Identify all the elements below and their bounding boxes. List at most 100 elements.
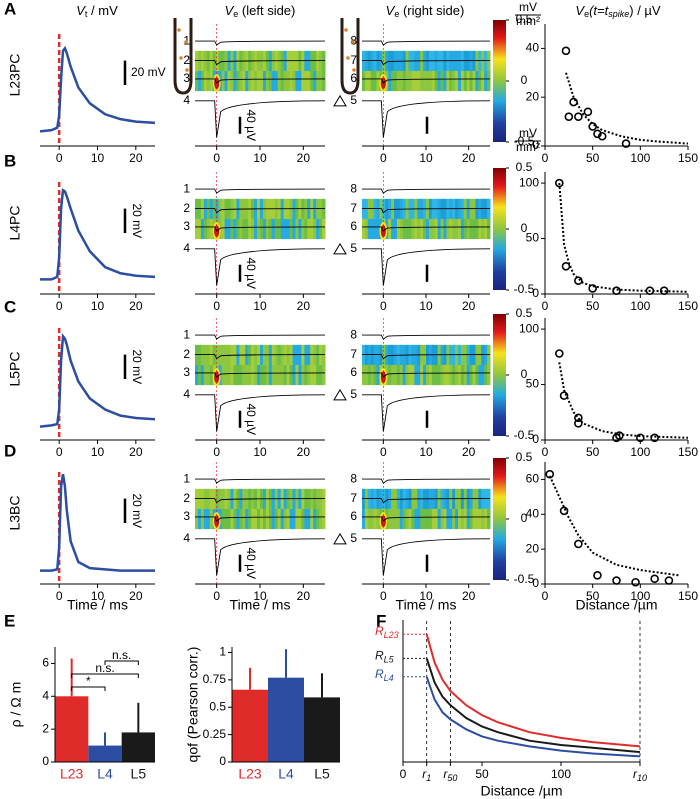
x-tick-label: 20: [129, 445, 143, 459]
significance-label: *: [86, 674, 91, 688]
heatmap-cell: [455, 70, 459, 92]
significance-bracket: [104, 660, 139, 665]
heatmap-cell: [399, 218, 404, 240]
ve-trace: [195, 60, 326, 66]
heatmap-cell: [224, 344, 228, 365]
heatmap-cell: [203, 218, 208, 240]
heatmap-cell: [437, 364, 442, 386]
reference-triangle: [333, 532, 347, 545]
channel-label: 3: [183, 509, 190, 523]
heatmap-cell: [298, 70, 302, 92]
heatmap-cell: [449, 364, 453, 386]
x-tick-label: 20: [129, 589, 143, 603]
heatmap-cell: [469, 508, 474, 530]
heatmap-cell: [277, 508, 282, 530]
heatmap-cell: [420, 508, 424, 530]
fit-line: [565, 72, 689, 145]
colorbar: [493, 458, 506, 580]
x-axis-title: Time / ms: [396, 597, 457, 613]
heatmap-cell: [319, 508, 323, 530]
heatmap-cell: [399, 364, 404, 386]
heatmap-cell: [402, 218, 407, 240]
heatmap-cell: [319, 218, 323, 240]
y-tick-label: 0.75: [203, 672, 227, 686]
x-tick-label-sub: 10: [637, 773, 647, 783]
heatmap-cell: [420, 70, 424, 92]
colorbar-label: 0: [521, 73, 528, 87]
heatmap-cell: [373, 70, 378, 92]
series-line: [39, 45, 156, 133]
heatmap-cell: [460, 364, 465, 386]
heatmap-cell: [242, 508, 246, 530]
heatmap-cell: [396, 218, 401, 240]
heatmap-cell: [376, 364, 380, 386]
heatmap-cell: [262, 218, 267, 240]
data-point: [612, 286, 621, 295]
heatmap-cell: [449, 508, 453, 530]
heatmap-cell: [242, 364, 246, 386]
heatmap-cell: [478, 218, 482, 240]
ve-trace: [195, 478, 326, 484]
heatmap-cell: [209, 508, 214, 530]
neuron-dot: [184, 40, 188, 44]
heatmap-cell: [245, 508, 249, 530]
heatmap-cell: [215, 198, 220, 219]
ve-trace: [362, 78, 491, 84]
channel-label: 6: [350, 365, 357, 379]
heatmap-cell: [248, 218, 252, 240]
series-label: RL5: [375, 649, 395, 665]
colorbar-unit: mm²: [516, 14, 540, 28]
heatmap-cell: [437, 218, 442, 240]
heatmap-cell: [209, 70, 214, 92]
heatmap-cell: [209, 218, 214, 240]
heatmap-cell: [376, 70, 380, 92]
x-tick-label: 0: [56, 589, 63, 603]
heatmap-cell: [304, 218, 308, 240]
heatmap-cell: [484, 364, 488, 386]
heatmap-cell: [236, 70, 240, 92]
heatmap-cell: [239, 218, 243, 240]
heatmap-cell: [224, 488, 228, 509]
heatmap-cell: [466, 364, 471, 386]
x-axis-title: Time / ms: [230, 597, 291, 613]
x-axis-title: Time / ms: [67, 597, 128, 613]
heatmap-cell: [200, 508, 205, 530]
heatmap-cell: [420, 364, 424, 386]
heatmap-cell: [245, 70, 249, 92]
heatmap-cell: [367, 218, 372, 240]
heatmap-cell: [463, 508, 468, 530]
heatmap-cell: [408, 70, 412, 92]
heatmap-cell: [248, 364, 252, 386]
heatmap-cell: [391, 344, 395, 365]
panel-label: D: [4, 441, 16, 460]
neuron-schematic: [173, 18, 193, 95]
colorbar-label: 0: [521, 367, 528, 381]
series-label-sub: L4: [384, 673, 394, 683]
heatmap-cell: [417, 218, 421, 240]
significance-bracket: [71, 673, 139, 678]
heatmap-cell: [443, 508, 447, 530]
heatmap-cell: [233, 70, 237, 92]
x-tick-label: 0: [542, 299, 549, 313]
heatmap-cell: [370, 218, 375, 240]
heatmap-cell: [417, 508, 421, 530]
y-axis-title: qof (Pearson corr.): [185, 647, 201, 763]
x-tick-label: 10: [91, 151, 105, 165]
heatmap-cell: [426, 364, 430, 386]
data-point: [569, 97, 578, 107]
heatmap-cell: [388, 218, 392, 240]
heatmap-cell: [370, 364, 375, 386]
heatmap-cell: [322, 218, 326, 240]
fit-line: [558, 183, 689, 293]
heatmap-cell: [373, 364, 378, 386]
heatmap-cell: [227, 508, 231, 530]
heatmap-cell: [209, 364, 214, 386]
ve-trace: [195, 516, 326, 522]
heatmap-cell: [254, 508, 258, 530]
y-tick-label: 1: [219, 645, 226, 659]
heatmap-cell: [446, 70, 450, 92]
series-line: [40, 188, 156, 281]
heatmap-cell: [487, 364, 491, 386]
scale-bar-label: 20 mV: [130, 349, 144, 384]
x-tick-label: 0: [380, 299, 387, 313]
